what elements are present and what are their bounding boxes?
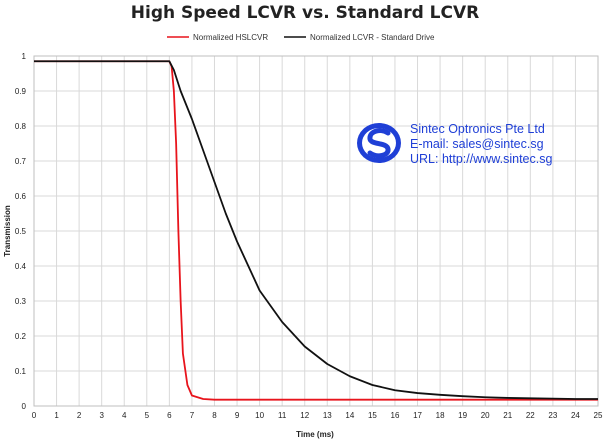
y-tick-label: 0.5 xyxy=(15,227,27,236)
y-tick-label: 0.1 xyxy=(15,367,27,376)
y-axis-ticks: 0 0.1 0.2 0.3 0.4 0.5 0.6 0.7 0.8 0.9 1 xyxy=(15,52,27,411)
sintec-s-logo-icon xyxy=(357,123,401,163)
x-tick-label: 3 xyxy=(99,411,104,420)
x-tick-label: 10 xyxy=(255,411,264,420)
x-tick-label: 21 xyxy=(503,411,512,420)
legend-label-standard: Normalized LCVR - Standard Drive xyxy=(310,33,435,42)
y-tick-label: 0.6 xyxy=(15,192,27,201)
x-tick-label: 23 xyxy=(548,411,557,420)
legend: Normalized HSLCVR Normalized LCVR - Stan… xyxy=(167,33,435,42)
y-tick-label: 0.8 xyxy=(15,122,27,131)
x-tick-label: 2 xyxy=(77,411,82,420)
y-tick-label: 0.4 xyxy=(15,262,27,271)
x-tick-label: 20 xyxy=(481,411,490,420)
y-tick-label: 1 xyxy=(22,52,27,61)
x-tick-label: 1 xyxy=(54,411,59,420)
y-tick-label: 0.9 xyxy=(15,87,27,96)
series-lines xyxy=(34,60,598,401)
series-line-standard xyxy=(34,60,598,400)
x-tick-label: 4 xyxy=(122,411,127,420)
x-tick-label: 16 xyxy=(391,411,400,420)
x-tick-label: 12 xyxy=(300,411,309,420)
watermark-url: URL: http://www.sintec.sg xyxy=(410,152,552,166)
x-tick-label: 15 xyxy=(368,411,377,420)
y-axis-label: Transmission xyxy=(3,205,12,257)
x-axis-label: Time (ms) xyxy=(296,430,334,439)
grid xyxy=(33,55,599,407)
x-tick-label: 14 xyxy=(345,411,354,420)
watermark-email: E-mail: sales@sintec.sg xyxy=(410,137,544,151)
series-line-hslcvr xyxy=(34,60,598,401)
y-tick-label: 0.7 xyxy=(15,157,27,166)
x-tick-label: 24 xyxy=(571,411,580,420)
x-tick-label: 17 xyxy=(413,411,422,420)
watermark: Sintec Optronics Pte Ltd E-mail: sales@s… xyxy=(357,122,552,166)
x-axis-ticks: 0 1 2 3 4 5 6 7 8 9 10 11 12 13 14 15 16 17 18 19 20 21 22 23 24… xyxy=(32,411,603,420)
x-tick-label: 22 xyxy=(526,411,535,420)
chart-title: High Speed LCVR vs. Standard LCVR xyxy=(131,3,479,23)
x-tick-label: 7 xyxy=(190,411,195,420)
x-tick-label: 8 xyxy=(212,411,217,420)
plot-area-border xyxy=(33,55,599,407)
x-tick-label: 19 xyxy=(458,411,467,420)
y-tick-label: 0 xyxy=(22,402,27,411)
y-tick-label: 0.2 xyxy=(15,332,27,341)
y-tick-label: 0.3 xyxy=(15,297,27,306)
watermark-company: Sintec Optronics Pte Ltd xyxy=(410,122,545,136)
legend-label-hslcvr: Normalized HSLCVR xyxy=(193,33,268,42)
x-tick-label: 13 xyxy=(323,411,332,420)
x-tick-label: 5 xyxy=(145,411,150,420)
x-tick-label: 6 xyxy=(167,411,172,420)
x-tick-label: 9 xyxy=(235,411,240,420)
x-tick-label: 18 xyxy=(436,411,445,420)
x-tick-label: 0 xyxy=(32,411,37,420)
x-tick-label: 25 xyxy=(594,411,603,420)
x-tick-label: 11 xyxy=(278,411,287,420)
